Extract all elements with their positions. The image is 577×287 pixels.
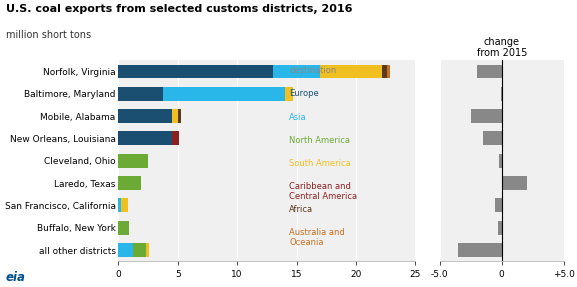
Bar (118, 65, 273, 78)
Bar (320, 65, 382, 78)
Bar (118, 154, 148, 168)
Bar (273, 65, 320, 78)
Bar (121, 198, 128, 212)
Text: Europe: Europe (289, 90, 319, 98)
Bar (118, 109, 172, 123)
Text: South America: South America (289, 159, 351, 168)
Bar (477, 65, 501, 78)
Bar (382, 65, 387, 78)
Bar (498, 221, 501, 234)
Bar (172, 131, 179, 145)
Bar (387, 65, 391, 78)
Bar (118, 198, 121, 212)
Bar (118, 176, 141, 190)
Bar (172, 109, 178, 123)
Bar (118, 221, 129, 234)
Bar (501, 176, 526, 190)
Text: Caribbean and
Central America: Caribbean and Central America (289, 182, 357, 201)
Title: change
from 2015: change from 2015 (477, 36, 527, 58)
Bar (496, 198, 501, 212)
Bar (118, 243, 133, 257)
Text: eia: eia (6, 271, 25, 284)
Bar (499, 154, 501, 168)
Bar (483, 131, 501, 145)
Text: U.S. coal exports from selected customs districts, 2016: U.S. coal exports from selected customs … (6, 4, 353, 14)
Text: North America: North America (289, 136, 350, 145)
Bar (145, 243, 149, 257)
Bar (133, 243, 145, 257)
Text: Australia and
Oceania: Australia and Oceania (289, 228, 345, 247)
Bar (118, 87, 163, 101)
Bar (284, 87, 293, 101)
Text: destination: destination (289, 66, 336, 75)
Bar (163, 87, 284, 101)
Bar (471, 109, 501, 123)
Text: Africa: Africa (289, 205, 313, 214)
Text: Asia: Asia (289, 113, 307, 121)
Bar (118, 131, 172, 145)
Bar (178, 109, 181, 123)
Text: million short tons: million short tons (6, 30, 91, 40)
Bar (458, 243, 501, 257)
